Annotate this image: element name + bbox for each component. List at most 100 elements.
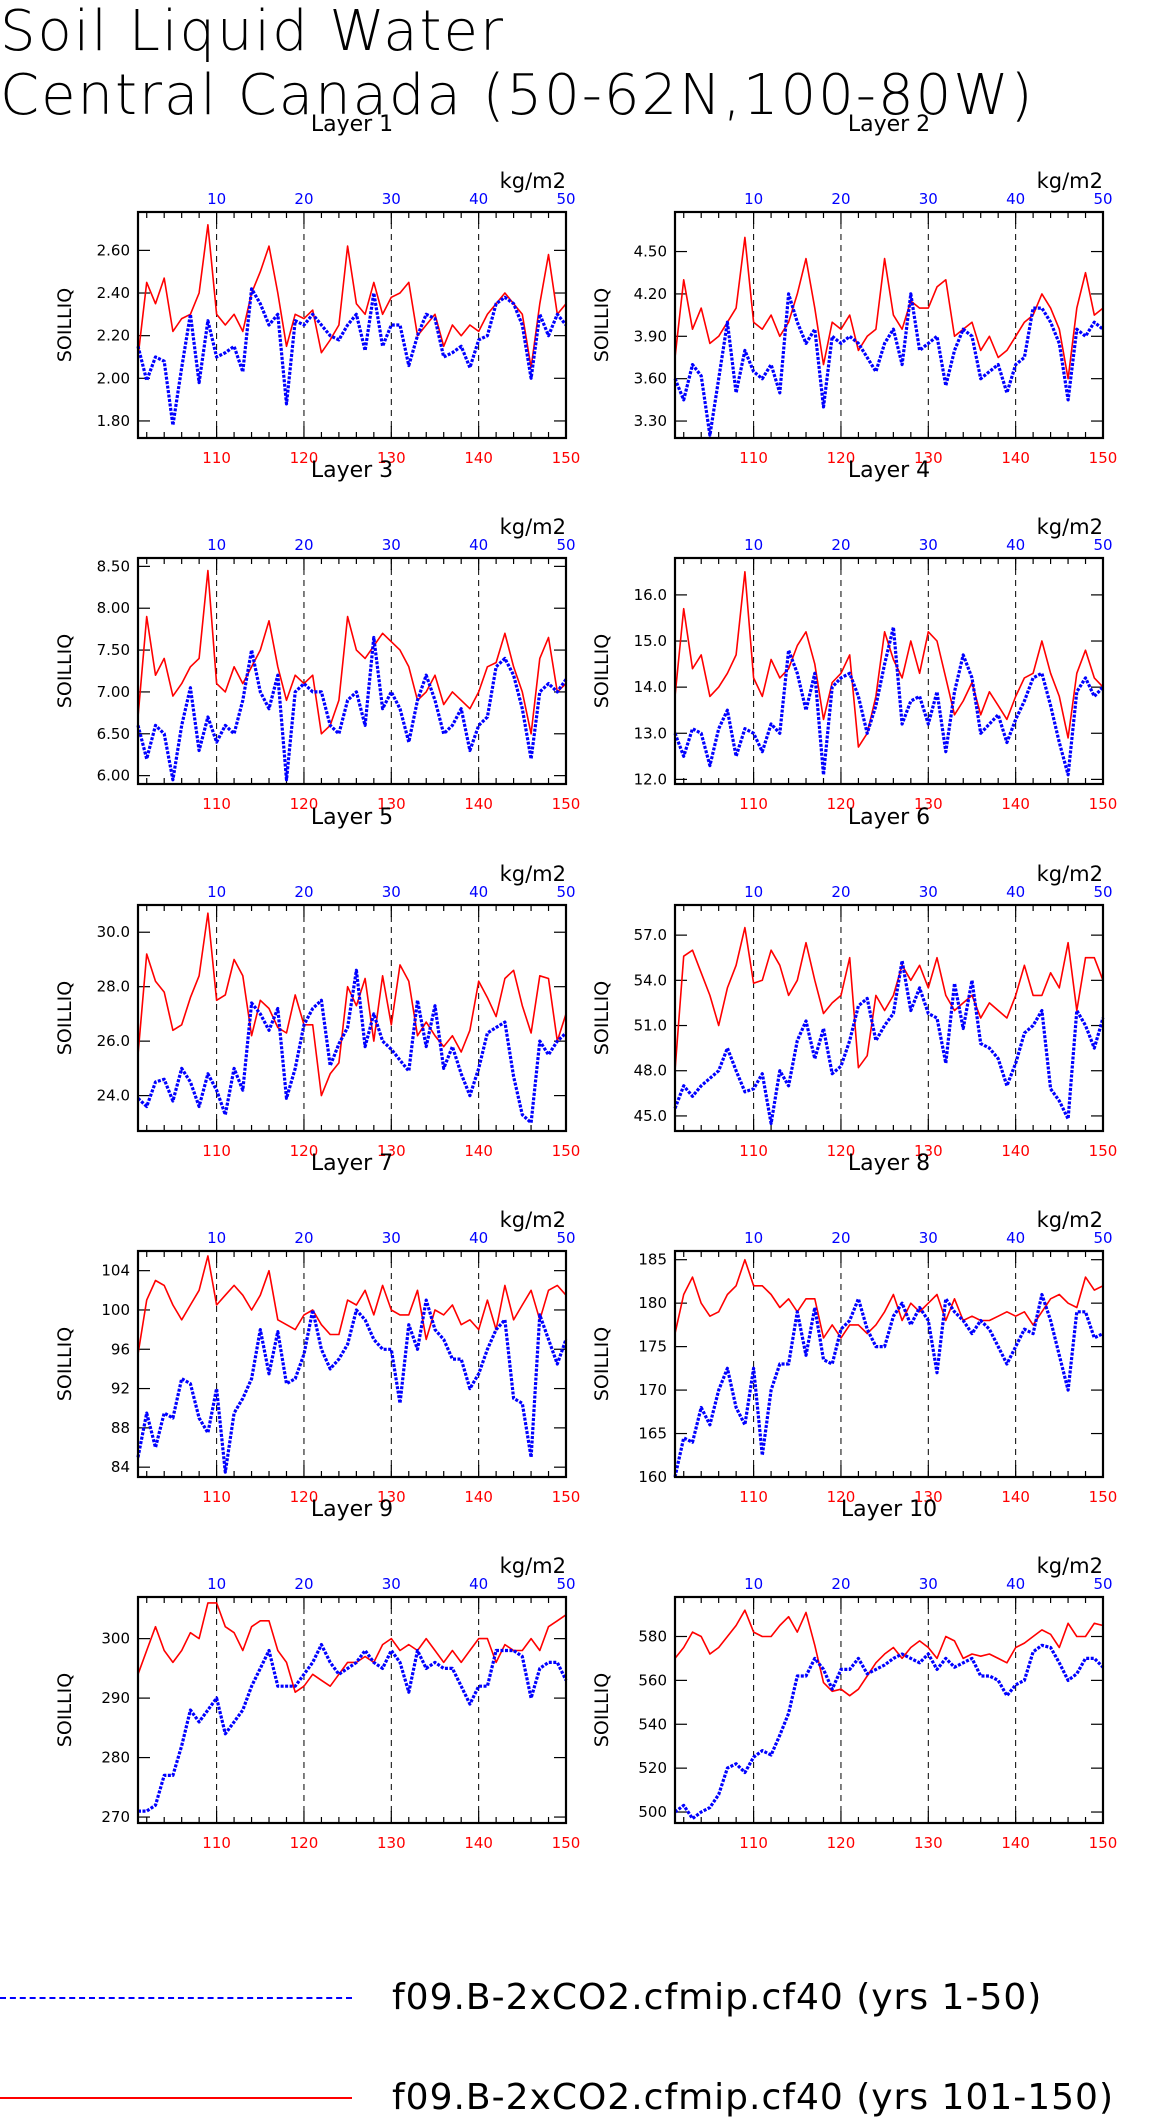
y-tick-label: 540 xyxy=(638,1715,667,1733)
top-tick-label: 50 xyxy=(1093,1575,1112,1593)
series-line-yrs-1-50 xyxy=(136,635,568,782)
y-tick-label: 26.0 xyxy=(97,1032,130,1050)
y-tick-label: 165 xyxy=(638,1425,667,1443)
y-tick-label: 57.0 xyxy=(634,926,667,944)
chart-panel-8: Layer 8 kg/m2 SOILLIQ 110 120 130 140 150 10 20 30… xyxy=(591,1151,1117,1506)
bottom-tick-label: 150 xyxy=(552,795,581,813)
y-tick-label: 185 xyxy=(638,1251,667,1269)
y-axis-label: SOILLIQ xyxy=(54,981,76,1055)
top-tick-label: 40 xyxy=(469,883,488,901)
bottom-tick-label: 150 xyxy=(552,1142,581,1160)
series-line-yrs-101-150 xyxy=(137,224,567,369)
y-tick-label: 12.0 xyxy=(634,770,667,788)
panel-title: Layer 1 xyxy=(311,112,393,137)
bottom-tick-label: 130 xyxy=(914,795,943,813)
legend-label-series-b: f09.B-2xCO2.cfmip.cf40 (yrs 101-150) xyxy=(392,2077,1115,2118)
bottom-tick-label: 120 xyxy=(827,1142,856,1160)
chart-panel-7: Layer 7 kg/m2 SOILLIQ 110 120 130 140 150 10 20 30… xyxy=(54,1151,580,1506)
y-tick-label: 16.0 xyxy=(634,586,667,604)
top-tick-label: 20 xyxy=(831,536,850,554)
y-axis-label: SOILLIQ xyxy=(591,634,613,708)
bottom-tick-label: 130 xyxy=(377,795,406,813)
bottom-tick-label: 120 xyxy=(290,1142,319,1160)
y-tick-label: 7.00 xyxy=(97,683,130,701)
top-tick-label: 40 xyxy=(1006,883,1025,901)
chart-panel-4: Layer 4 kg/m2 SOILLIQ 110 120 130 140 150 10 20 30… xyxy=(591,458,1117,813)
top-tick-label: 30 xyxy=(919,1575,938,1593)
bottom-tick-label: 150 xyxy=(1089,795,1118,813)
series-line-yrs-1-50 xyxy=(136,968,568,1125)
y-tick-label: 13.0 xyxy=(634,724,667,742)
top-tick-label: 40 xyxy=(469,536,488,554)
y-tick-label: 54.0 xyxy=(634,971,667,989)
y-axis-label: SOILLIQ xyxy=(591,981,613,1055)
top-tick-label: 30 xyxy=(382,1229,401,1247)
top-tick-label: 50 xyxy=(1093,883,1112,901)
bottom-tick-label: 110 xyxy=(202,449,231,467)
y-tick-label: 1.80 xyxy=(97,412,130,430)
y-tick-label: 270 xyxy=(101,1808,130,1826)
bottom-tick-label: 150 xyxy=(552,1834,581,1852)
y-tick-label: 15.0 xyxy=(634,632,667,650)
y-tick-label: 96 xyxy=(111,1340,130,1358)
plot-frame xyxy=(673,1595,1105,1825)
top-tick-label: 20 xyxy=(294,1229,313,1247)
chart-panel-3: Layer 3 kg/m2 SOILLIQ 110 120 130 140 150 10 20 30… xyxy=(54,458,580,813)
bottom-tick-label: 150 xyxy=(1089,1834,1118,1852)
top-tick-label: 10 xyxy=(207,190,226,208)
bottom-tick-label: 140 xyxy=(464,1142,493,1160)
units-label: kg/m2 xyxy=(1037,862,1103,886)
legend-line-series-a xyxy=(0,1997,352,1999)
top-tick-label: 10 xyxy=(207,1575,226,1593)
legend-label-series-a: f09.B-2xCO2.cfmip.cf40 (yrs 1-50) xyxy=(392,1977,1043,2018)
y-tick-label: 2.40 xyxy=(97,284,130,302)
bottom-tick-label: 140 xyxy=(464,1834,493,1852)
y-tick-label: 48.0 xyxy=(634,1062,667,1080)
series-line-yrs-101-150 xyxy=(674,926,1104,1071)
bottom-tick-label: 120 xyxy=(290,795,319,813)
units-label: kg/m2 xyxy=(500,515,566,539)
panel-title: Layer 9 xyxy=(311,1497,393,1522)
chart-panel-10: Layer 10 kg/m2 SOILLIQ 110 120 130 140 150 10 20 3… xyxy=(591,1497,1117,1852)
y-tick-label: 4.50 xyxy=(634,243,667,261)
units-label: kg/m2 xyxy=(500,1208,566,1232)
y-tick-label: 6.50 xyxy=(97,725,130,743)
panel-title: Layer 5 xyxy=(311,805,393,830)
bottom-tick-label: 130 xyxy=(914,1142,943,1160)
bottom-tick-label: 130 xyxy=(914,1488,943,1506)
y-tick-label: 560 xyxy=(638,1671,667,1689)
bottom-tick-label: 150 xyxy=(1089,449,1118,467)
y-tick-label: 3.90 xyxy=(634,327,667,345)
top-tick-label: 40 xyxy=(1006,1229,1025,1247)
top-tick-label: 40 xyxy=(1006,190,1025,208)
y-tick-label: 6.00 xyxy=(97,767,130,785)
top-tick-label: 30 xyxy=(919,883,938,901)
y-tick-label: 8.00 xyxy=(97,599,130,617)
plot-frame xyxy=(136,556,568,786)
top-tick-label: 20 xyxy=(831,883,850,901)
y-tick-label: 92 xyxy=(111,1380,130,1398)
y-tick-label: 290 xyxy=(101,1689,130,1707)
y-tick-label: 2.00 xyxy=(97,369,130,387)
series-line-yrs-101-150 xyxy=(137,1255,567,1355)
y-tick-label: 580 xyxy=(638,1627,667,1645)
plot-frame xyxy=(673,903,1105,1133)
bottom-tick-label: 130 xyxy=(377,1142,406,1160)
plot-frame xyxy=(673,1249,1105,1479)
bottom-tick-label: 140 xyxy=(464,1488,493,1506)
panel-title: Layer 2 xyxy=(848,112,930,137)
bottom-tick-label: 110 xyxy=(202,795,231,813)
y-tick-label: 300 xyxy=(101,1630,130,1648)
top-tick-label: 20 xyxy=(294,883,313,901)
y-tick-label: 14.0 xyxy=(634,678,667,696)
y-tick-label: 28.0 xyxy=(97,978,130,996)
bottom-tick-label: 110 xyxy=(739,1834,768,1852)
series-line-yrs-101-150 xyxy=(137,1602,567,1693)
units-label: kg/m2 xyxy=(1037,1554,1103,1578)
legend-line-series-b xyxy=(0,2097,352,2099)
bottom-tick-label: 130 xyxy=(377,1834,406,1852)
bottom-tick-label: 140 xyxy=(1001,449,1030,467)
y-axis-label: SOILLIQ xyxy=(591,1673,613,1747)
series-line-yrs-1-50 xyxy=(136,287,568,427)
top-tick-label: 20 xyxy=(294,190,313,208)
